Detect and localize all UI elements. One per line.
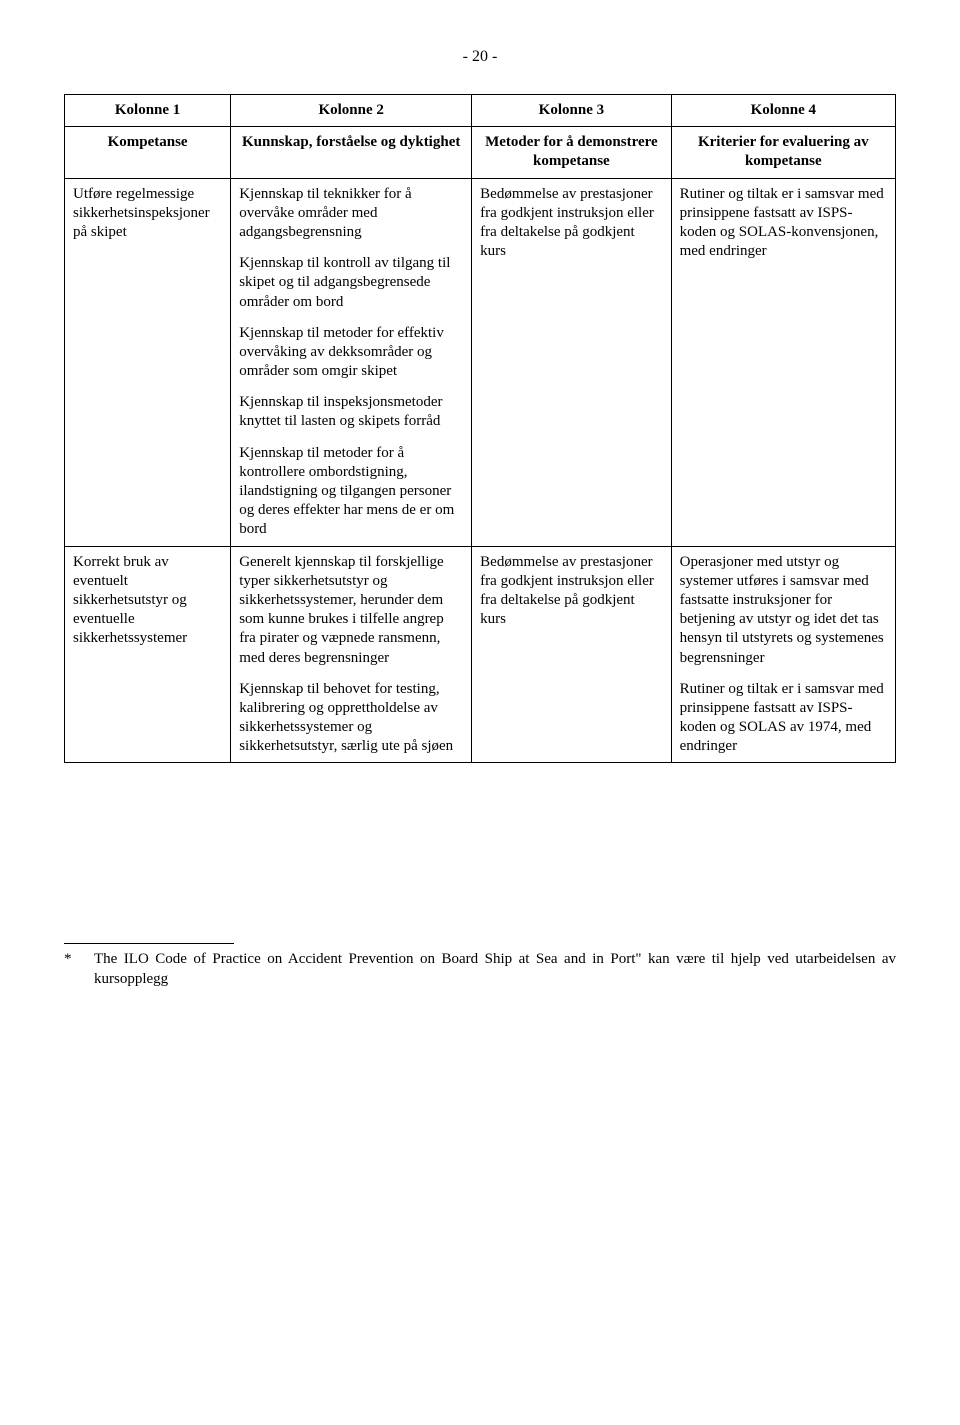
table-cell-c2: Kjennskap til teknikker for å overvåke o…: [231, 178, 472, 546]
cell-paragraph: Kjennskap til kontroll av tilgang til sk…: [239, 254, 463, 312]
page: - 20 - Kolonne 1 Kolonne 2 Kolonne 3 Kol…: [0, 0, 960, 1037]
col1-header1: Kolonne 1: [65, 95, 231, 127]
footnote-block: * The ILO Code of Practice on Accident P…: [64, 943, 896, 988]
table-cell-c3: Bedømmelse av prestasjoner fra godkjent …: [472, 178, 671, 546]
footnote-rule: [64, 943, 234, 944]
footnote-marker: *: [64, 950, 94, 988]
cell-paragraph: Utføre regelmessige sikkerhetsinspeksjon…: [73, 185, 222, 243]
table-row: Korrekt bruk av eventuelt sikkerhetsutst…: [65, 546, 896, 763]
table-cell-c4: Operasjoner med utstyr og systemer utfør…: [671, 546, 895, 763]
cell-paragraph: Bedømmelse av prestasjoner fra godkjent …: [480, 553, 662, 630]
col2-header2: Kunnskap, forståelse og dyktighet: [231, 127, 472, 178]
table-cell-c2: Generelt kjennskap til forskjellige type…: [231, 546, 472, 763]
table-cell-c1: Korrekt bruk av eventuelt sikkerhetsutst…: [65, 546, 231, 763]
cell-paragraph: Rutiner og tiltak er i samsvar med prins…: [680, 185, 887, 262]
table-row: Utføre regelmessige sikkerhetsinspeksjon…: [65, 178, 896, 546]
col3-header1: Kolonne 3: [472, 95, 671, 127]
cell-paragraph: Korrekt bruk av eventuelt sikkerhetsutst…: [73, 553, 222, 649]
table-cell-c4: Rutiner og tiltak er i samsvar med prins…: [671, 178, 895, 546]
table-header-row-1: Kolonne 1 Kolonne 2 Kolonne 3 Kolonne 4: [65, 95, 896, 127]
competency-table: Kolonne 1 Kolonne 2 Kolonne 3 Kolonne 4 …: [64, 94, 896, 763]
footnote: * The ILO Code of Practice on Accident P…: [64, 943, 896, 988]
page-number: - 20 -: [64, 48, 896, 66]
cell-paragraph: Kjennskap til teknikker for å overvåke o…: [239, 185, 463, 243]
cell-paragraph: Operasjoner med utstyr og systemer utfør…: [680, 553, 887, 668]
cell-paragraph: Bedømmelse av prestasjoner fra godkjent …: [480, 185, 662, 262]
cell-paragraph: Kjennskap til metoder for å kontrollere …: [239, 444, 463, 540]
table-body: Utføre regelmessige sikkerhetsinspeksjon…: [65, 178, 896, 763]
col1-header2: Kompetanse: [65, 127, 231, 178]
col2-header1: Kolonne 2: [231, 95, 472, 127]
table-cell-c3: Bedømmelse av prestasjoner fra godkjent …: [472, 546, 671, 763]
table-cell-c1: Utføre regelmessige sikkerhetsinspeksjon…: [65, 178, 231, 546]
cell-paragraph: Kjennskap til behovet for testing, kalib…: [239, 680, 463, 757]
col4-header1: Kolonne 4: [671, 95, 895, 127]
col3-header2: Metoder for å demonstrere kompetanse: [472, 127, 671, 178]
cell-paragraph: Generelt kjennskap til forskjellige type…: [239, 553, 463, 668]
table-header-row-2: Kompetanse Kunnskap, forståelse og dykti…: [65, 127, 896, 178]
footnote-text: The ILO Code of Practice on Accident Pre…: [94, 950, 896, 988]
col4-header2: Kriterier for evaluering av kompetanse: [671, 127, 895, 178]
cell-paragraph: Rutiner og tiltak er i samsvar med prins…: [680, 680, 887, 757]
cell-paragraph: Kjennskap til metoder for effektiv overv…: [239, 324, 463, 382]
cell-paragraph: Kjennskap til inspeksjonsmetoder knyttet…: [239, 393, 463, 431]
